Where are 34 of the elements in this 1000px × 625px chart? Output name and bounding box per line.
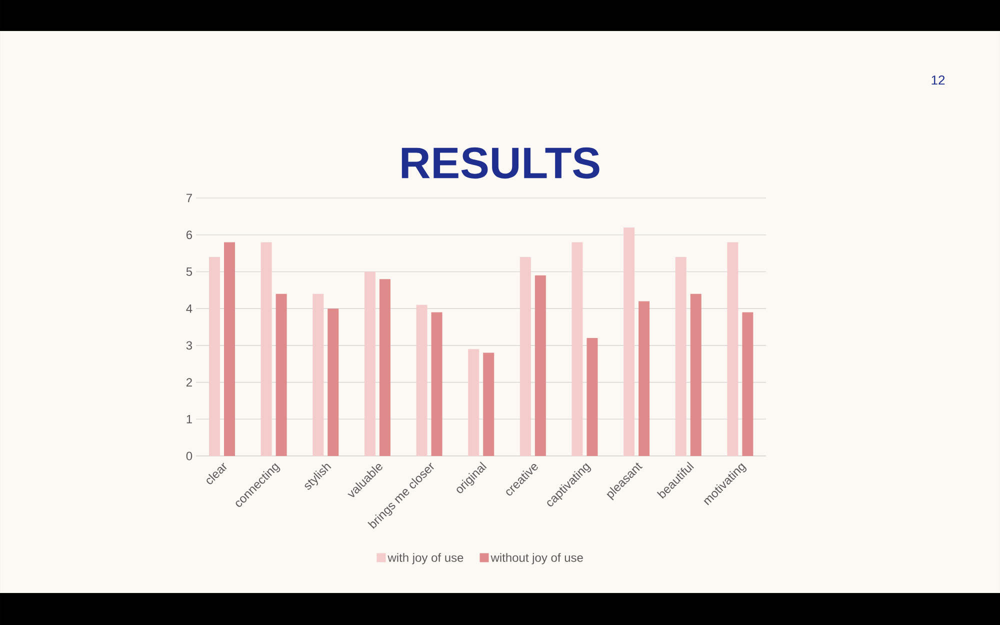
bar: [416, 304, 428, 456]
bar: [690, 294, 702, 456]
y-tick-label: 3: [186, 341, 192, 350]
bar: [534, 275, 546, 456]
bar: [624, 227, 635, 456]
bar: [727, 242, 738, 456]
bar: [379, 279, 390, 456]
bar: [742, 312, 754, 456]
y-tick-label: 1: [186, 415, 192, 424]
chart-title: RESULTS: [402, 147, 600, 179]
bar: [276, 294, 287, 456]
bar: [364, 272, 376, 456]
y-tick-label: 7: [186, 194, 192, 202]
bar: [209, 256, 220, 456]
bar: [572, 242, 583, 456]
legend-label: with joy of use: [388, 553, 464, 564]
y-tick-label: 2: [186, 378, 192, 386]
bar: [328, 308, 339, 456]
bar: [260, 242, 272, 456]
bar: [520, 256, 531, 456]
bar: [586, 338, 598, 456]
y-tick-label: 5: [186, 268, 192, 276]
bar: [224, 242, 236, 456]
bar: [468, 349, 480, 456]
bar: [312, 294, 324, 456]
bar: [638, 301, 650, 456]
y-tick-label: 4: [186, 304, 192, 313]
y-tick-label: 0: [186, 452, 192, 460]
bar: [431, 312, 442, 456]
bar: [675, 256, 686, 456]
y-tick-label: 6: [186, 230, 192, 240]
legend-label: without joy of use: [490, 553, 583, 564]
text: 12: [932, 75, 945, 85]
bar: [483, 352, 494, 456]
